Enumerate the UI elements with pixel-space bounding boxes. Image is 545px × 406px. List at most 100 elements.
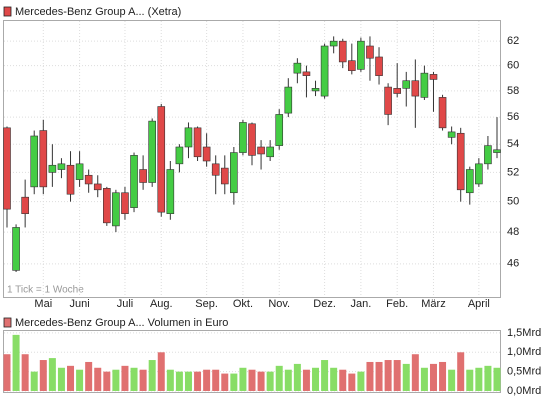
x-tick-label: März [421,298,445,310]
candle-body [130,155,138,208]
volume-bar [484,365,492,391]
x-tick-label: Mai [34,298,52,310]
volume-bar [248,369,256,391]
x-tick-label: Sep. [195,298,218,310]
volume-bar [493,367,501,391]
candle-body [447,131,456,138]
candle-body [456,132,465,191]
candle-body [248,123,256,156]
candle-body [402,80,411,89]
candle-body [257,146,265,155]
candle-body [275,114,284,146]
candle-body [311,88,320,92]
candle-body [121,192,129,214]
candle-body [230,152,238,194]
volume-bar [221,373,229,391]
candle-body [438,97,447,129]
volume-bar [212,369,220,391]
volume-bar [148,360,156,391]
candle-body [184,127,193,148]
volume-bar [239,367,247,391]
volume-bar [475,367,483,391]
volume-bar [384,360,392,391]
candle-body [220,167,229,185]
volume-bar [275,365,283,391]
candle-body [66,164,75,195]
volume-bar [357,371,365,391]
candle-body [148,120,156,183]
volume-bar [439,361,447,391]
y-tick-label: 48 [507,226,519,238]
volume-bar [230,373,238,391]
candle-body [175,146,184,165]
volume-bar [302,369,310,391]
volume-bar [420,367,428,391]
candle-body [348,60,356,71]
candle-body [338,40,347,63]
candle-body [411,80,420,97]
candle-body [30,135,39,188]
candle-body [320,45,329,97]
y-tick-label: 46 [507,258,519,270]
volume-bar [39,360,47,391]
volume-bar [411,354,419,391]
candle-body [393,88,401,94]
volume-bar [112,369,120,391]
y-tick-label: 58 [507,85,519,97]
volume-bar [3,354,11,391]
candle-body [484,145,492,165]
y-tick-label: 1,0Mrd [507,346,541,358]
volume-bar [448,369,456,391]
y-tick-label: 62 [507,35,519,47]
y-tick-label: 56 [507,111,519,123]
candle-body [39,130,48,188]
volume-bar [402,363,410,391]
candle-body [211,163,220,176]
candle-body [84,174,93,185]
volume-bar [175,371,183,391]
x-tick-label: Dez. [313,298,336,310]
volume-bar [157,352,165,391]
x-tick-label: Nov. [268,298,290,310]
volume-bar [266,371,274,391]
volume-bar [139,369,147,391]
candle-body [475,163,483,185]
volume-bar [321,360,329,391]
candle-body [166,169,175,214]
candle-body [465,169,474,194]
candle-body [302,71,311,76]
volume-bar [12,334,20,391]
y-tick-label: 1,5Mrd [507,327,541,339]
volume-bar [21,354,29,391]
y-tick-label: 54 [507,138,519,150]
volume-bar [30,371,38,391]
x-tick-label: Okt. [233,298,253,310]
y-tick-label: 52 [507,166,519,178]
candle-body [93,183,102,191]
volume-bar [166,369,174,391]
volume-bar [130,367,138,391]
volume-bar [293,363,301,391]
candle-body [384,86,392,115]
volume-bar [94,367,102,391]
candle-body [12,227,20,271]
volume-bar [375,361,383,391]
candle-body [75,163,84,180]
x-tick-label: Juni [69,298,89,310]
candle-body [48,164,57,173]
volume-bar [184,371,192,391]
candle-body [493,149,501,153]
candle-body [429,74,438,80]
volume-bar [194,371,202,391]
y-tick-label: 0,5Mrd [507,366,541,378]
volume-bar [121,365,129,391]
candle-body [139,169,147,183]
volume-bar [339,369,347,391]
candle-body [112,192,120,227]
volume-bar [312,367,320,391]
volume-bar [85,361,93,391]
volume-bar [284,369,292,391]
x-tick-label: Jan. [350,298,371,310]
volume-bar [103,371,111,391]
